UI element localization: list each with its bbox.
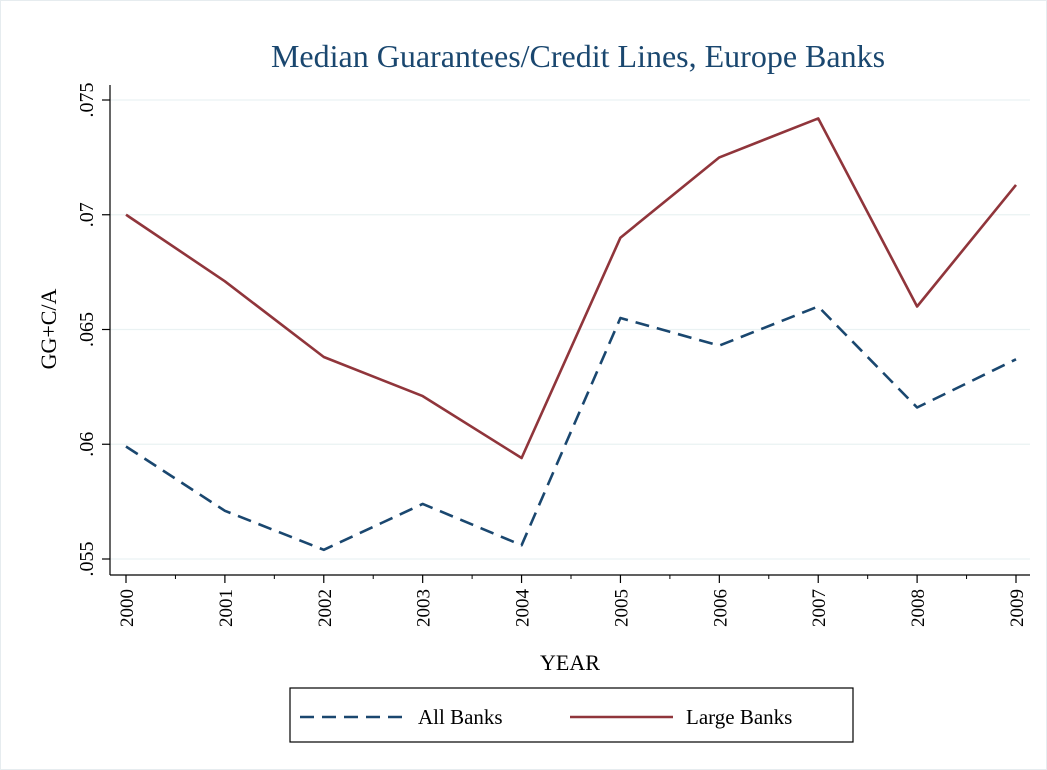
legend-box [289, 687, 854, 743]
y-tick-label-0: .055 [76, 542, 98, 577]
x-tick-label-2: 2002 [315, 589, 336, 627]
y-tick-label-2: .065 [76, 312, 98, 347]
grid-layer [110, 99, 1030, 560]
x-tick-label-4: 2004 [513, 589, 534, 628]
x-tick-label-7: 2007 [809, 589, 830, 627]
series-layer [125, 117, 1018, 552]
axes-layer: .055 .06 .065 .07 .075 2000 2001 2002 2003 2004 20… [76, 83, 1030, 628]
x-tick-label-9: 2009 [1007, 589, 1028, 627]
y-tick-label-3: .07 [76, 202, 98, 227]
legend-label-0: All Banks [418, 705, 503, 729]
x-axis-title: YEAR [540, 650, 600, 675]
x-tick-label-0: 2000 [117, 589, 138, 627]
y-tick-label-1: .06 [76, 432, 98, 457]
x-tick-label-5: 2005 [611, 589, 632, 627]
x-tick-label-8: 2008 [908, 589, 929, 627]
x-tick-label-1: 2001 [216, 589, 237, 627]
chart-title: Median Guarantees/Credit Lines, Europe B… [271, 38, 885, 74]
y-axis-title: GG+C/A [36, 288, 61, 369]
legend: All Banks Large Banks [289, 687, 854, 743]
series-line-large-banks [125, 117, 1018, 460]
legend-label-1: Large Banks [686, 705, 792, 729]
x-tick-label-3: 2003 [414, 589, 435, 627]
legend-items: All Banks Large Banks [300, 705, 792, 729]
y-tick-label-4: .075 [76, 83, 98, 118]
x-tick-label-6: 2006 [710, 589, 731, 627]
